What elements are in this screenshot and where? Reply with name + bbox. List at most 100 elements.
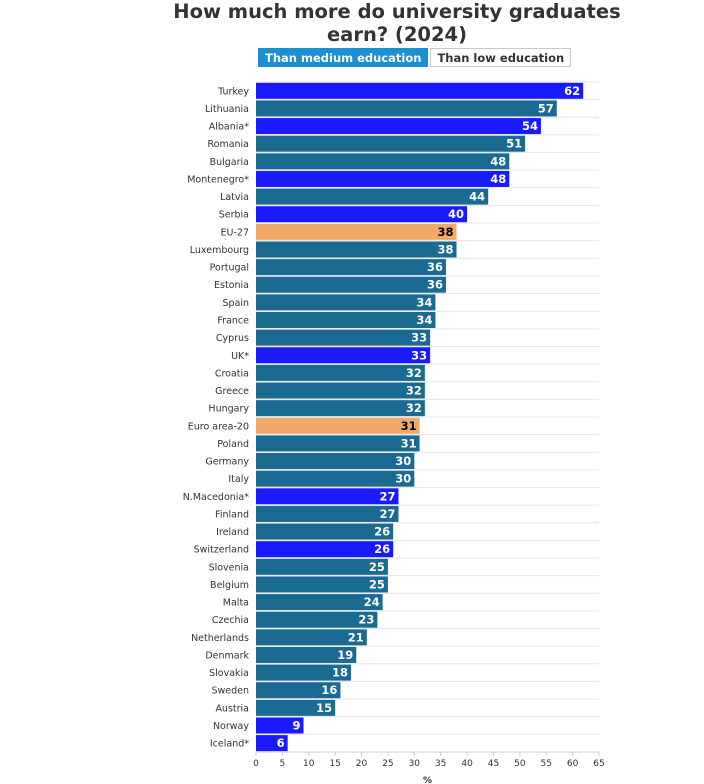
bar[interactable] [256,629,367,646]
category-label: Cyprus [216,333,249,344]
bar[interactable] [256,470,415,487]
bar[interactable] [256,135,526,152]
data-label: 51 [506,137,522,151]
category-label: Malta [223,598,249,609]
bar[interactable] [256,594,383,611]
data-label: 21 [348,630,364,644]
x-tick-label: 10 [303,759,315,769]
bar[interactable] [256,82,584,99]
bar[interactable] [256,664,351,681]
category-label: Greece [215,386,249,397]
x-axis-label: % [423,776,432,784]
bar[interactable] [256,400,425,417]
data-label: 6 [277,736,285,750]
data-label: 34 [416,295,432,309]
data-label: 36 [427,278,443,292]
data-label: 24 [364,595,380,609]
category-label: Finland [215,509,249,520]
bar[interactable] [256,223,457,240]
chart-title-line2: earn? (2024) [326,23,468,46]
bar[interactable] [256,241,457,258]
bar[interactable] [256,170,510,187]
category-label: Sweden [211,686,249,697]
category-label: Estonia [214,280,249,291]
bar[interactable] [256,488,399,505]
bar[interactable] [256,259,446,276]
data-label: 54 [522,119,538,133]
category-label: Austria [215,703,249,714]
category-label: France [217,316,249,327]
bar[interactable] [256,682,341,699]
category-label: Turkey [217,86,249,97]
data-label: 26 [374,525,390,539]
data-label: 32 [406,384,422,398]
data-label: 31 [401,436,417,450]
data-label: 25 [369,560,385,574]
bar[interactable] [256,417,420,434]
data-label: 25 [369,577,385,591]
bar[interactable] [256,523,394,540]
bar[interactable] [256,118,541,135]
category-label: Denmark [205,650,249,661]
category-label: Germany [205,457,249,468]
bar[interactable] [256,153,510,170]
category-label: Spain [222,298,249,309]
category-label: Croatia [215,368,249,379]
bar[interactable] [256,294,436,311]
bar[interactable] [256,206,468,223]
data-label: 33 [411,348,427,362]
bar[interactable] [256,541,394,558]
bar[interactable] [256,611,378,628]
data-label: 57 [538,101,554,115]
bar[interactable] [256,505,399,522]
bar[interactable] [256,276,446,293]
x-tick-label: 45 [488,759,499,769]
data-label: 36 [427,260,443,274]
data-label: 32 [406,401,422,415]
tab-than-medium-education[interactable]: Than medium education [258,48,429,67]
bar[interactable] [256,329,431,346]
bar[interactable] [256,188,489,205]
data-label: 33 [411,331,427,345]
bar[interactable] [256,364,425,381]
category-label: Slovenia [209,562,249,573]
bar[interactable] [256,558,388,575]
bar[interactable] [256,646,357,663]
bar[interactable] [256,347,431,364]
category-label: Albania* [209,122,249,133]
data-label: 62 [564,84,580,98]
data-label: 38 [438,225,454,239]
x-tick-label: 65 [593,759,604,769]
data-label: 44 [469,190,485,204]
data-label: 15 [316,701,332,715]
bar[interactable] [256,435,420,452]
category-label: Lithuania [205,104,249,115]
category-label: Hungary [208,404,249,415]
x-tick-label: 60 [567,759,579,769]
x-tick-label: 0 [253,759,259,769]
bar[interactable] [256,576,388,593]
category-label: Montenegro* [187,174,249,185]
data-label: 16 [321,683,337,697]
bar[interactable] [256,382,425,399]
x-tick-label: 55 [541,759,552,769]
data-label: 34 [416,313,432,327]
bar[interactable] [256,717,304,734]
bar[interactable] [256,699,336,716]
data-label: 18 [332,666,348,680]
category-label: Ireland [216,527,249,538]
tab-than-low-education[interactable]: Than low education [430,48,572,67]
category-label: Bulgaria [210,157,249,168]
data-label: 27 [379,507,395,521]
data-label: 30 [395,472,411,486]
bar[interactable] [256,100,557,117]
x-tick-label: 15 [329,759,340,769]
bar[interactable] [256,312,436,329]
data-label: 38 [438,242,454,256]
bar[interactable] [256,453,415,470]
x-tick-label: 5 [280,759,286,769]
chart-title-line1: How much more do university graduates [173,0,621,23]
bar[interactable] [256,735,288,752]
category-label: Belgium [210,580,249,591]
